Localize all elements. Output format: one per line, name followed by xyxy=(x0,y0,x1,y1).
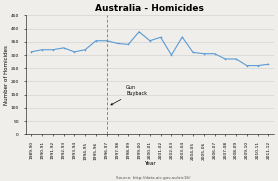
X-axis label: Year: Year xyxy=(144,161,156,166)
Title: Australia - Homicides: Australia - Homicides xyxy=(95,4,204,13)
Text: Source: http://data.aic.gov.au/aic16/: Source: http://data.aic.gov.au/aic16/ xyxy=(116,176,190,180)
Y-axis label: Number of Homicides: Number of Homicides xyxy=(4,45,9,105)
Text: Gun
Buyback: Gun Buyback xyxy=(111,85,147,105)
